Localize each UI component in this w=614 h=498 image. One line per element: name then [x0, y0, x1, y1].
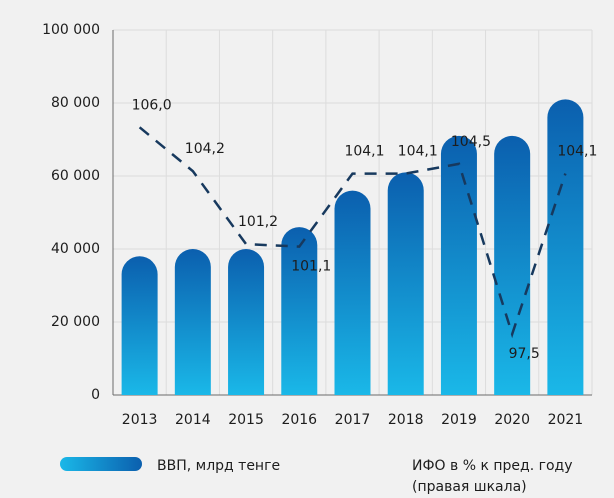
y-tick-label: 60 000 — [51, 168, 100, 184]
bar — [387, 172, 424, 395]
data-label: 104,1 — [344, 144, 384, 160]
x-tick-label: 2014 — [175, 412, 211, 428]
line — [138, 126, 567, 339]
bar — [174, 249, 211, 395]
data-label: 104,1 — [557, 144, 597, 160]
x-tick-label: 2021 — [548, 412, 584, 428]
y-tick-label: 80 000 — [51, 95, 100, 111]
x-tick-label: 2020 — [494, 412, 530, 428]
x-tick-label: 2019 — [441, 412, 477, 428]
data-label: 104,5 — [451, 134, 491, 150]
bar — [440, 135, 477, 395]
data-label: 101,1 — [291, 259, 331, 275]
x-tick-label: 2013 — [122, 412, 158, 428]
y-tick-label: 40 000 — [51, 241, 100, 257]
data-label: 106,0 — [132, 97, 172, 113]
data-label: 97,5 — [509, 346, 540, 362]
bar — [334, 190, 371, 395]
legend-label: ВВП, млрд тенге — [157, 458, 281, 474]
x-tick-label: 2017 — [335, 412, 371, 428]
data-label: 101,2 — [238, 214, 278, 230]
x-tick-label: 2018 — [388, 412, 424, 428]
bar — [121, 256, 158, 395]
bar — [281, 227, 318, 395]
bar — [228, 249, 265, 395]
legend-swatch — [60, 457, 142, 471]
legend-label: ИФО в % к пред. году (правая шкала) — [412, 458, 573, 495]
y-tick-label: 0 — [91, 387, 100, 403]
data-label: 104,2 — [185, 141, 225, 157]
data-label: 104,1 — [398, 144, 438, 160]
bar — [547, 99, 584, 395]
x-tick-label: 2015 — [228, 412, 264, 428]
bar — [494, 135, 531, 396]
y-tick-label: 20 000 — [51, 314, 100, 330]
x-tick-label: 2016 — [281, 412, 317, 428]
y-tick-label: 100 000 — [42, 22, 100, 38]
